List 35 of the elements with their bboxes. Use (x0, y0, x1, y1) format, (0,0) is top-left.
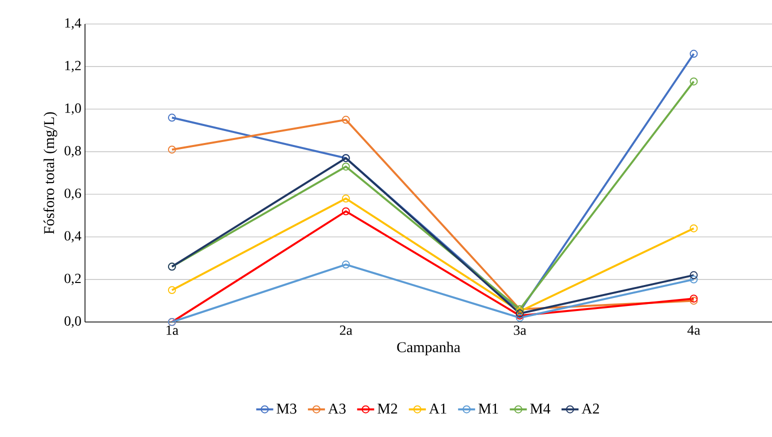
y-tick-label: 1,0 (65, 103, 81, 115)
legend-label: M3 (276, 404, 296, 414)
y-tick-label: 0,4 (64, 231, 82, 243)
legend-label: A2 (582, 404, 599, 414)
legend-label: A3 (328, 404, 346, 414)
x-tick-label: 2a (340, 326, 352, 335)
point (690, 77, 698, 86)
legend-label: A1 (429, 404, 446, 414)
point (690, 224, 698, 232)
point (516, 310, 524, 318)
y-tick-label: 0,8 (64, 146, 81, 158)
point (690, 275, 698, 284)
point (342, 260, 350, 269)
x-axis-title: Campanha (397, 342, 460, 356)
point (342, 116, 350, 124)
y-tick-label: 0,0 (64, 316, 81, 328)
point (342, 207, 350, 216)
y-tick-label: 0,2 (64, 274, 81, 286)
x-tick-label: 3a (514, 326, 526, 335)
point (168, 114, 176, 122)
legend-label: M1 (478, 404, 498, 414)
legend-label: M4 (530, 404, 550, 414)
y-axis-title: Fósforo total (mg/L) (43, 112, 58, 234)
y-tick-label: 0,6 (64, 188, 82, 200)
point (342, 162, 350, 171)
x-tick-label: 4a (687, 326, 700, 335)
y-tick-label: 1,4 (65, 18, 82, 30)
point (342, 194, 350, 203)
legend-label: M2 (378, 404, 398, 414)
point (168, 286, 176, 294)
point (690, 50, 698, 58)
point (168, 146, 176, 154)
y-tick-label: 1,2 (65, 60, 81, 72)
point (690, 271, 698, 280)
x-tick-label: 1a (166, 326, 178, 335)
